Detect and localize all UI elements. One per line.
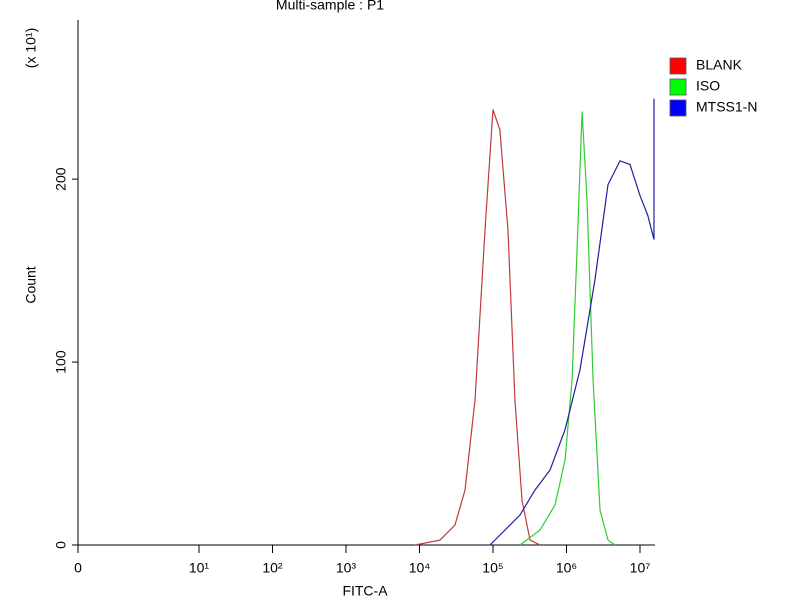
x-tick-label: 10¹ xyxy=(189,560,210,576)
x-tick-label: 10⁴ xyxy=(409,560,431,576)
legend-swatch xyxy=(669,99,687,117)
legend-label: MTSS1-N xyxy=(696,99,757,115)
y-tick-label: 200 xyxy=(53,167,69,191)
x-tick-label: 10² xyxy=(262,560,283,576)
legend-swatch xyxy=(669,78,687,96)
series-line xyxy=(519,111,616,546)
y-tick-label: 0 xyxy=(53,541,69,549)
series-line xyxy=(414,109,541,546)
x-tick-label: 10³ xyxy=(336,560,357,576)
y-tick-label: 100 xyxy=(53,350,69,374)
x-tick-label: 10⁶ xyxy=(556,560,577,576)
legend-label: BLANK xyxy=(696,57,743,73)
y-axis-label: Count xyxy=(23,266,39,303)
x-tick-label: 10⁵ xyxy=(482,560,503,576)
chart-title: Multi-sample : P1 xyxy=(276,0,384,13)
y-multiplier: (x 10¹) xyxy=(23,28,39,68)
legend-label: ISO xyxy=(696,78,720,94)
series-line xyxy=(489,98,655,546)
x-axis-label: FITC-A xyxy=(342,583,388,599)
x-tick-label: 0 xyxy=(74,560,82,576)
legend-swatch xyxy=(669,57,687,75)
x-tick-label: 10⁷ xyxy=(630,560,651,576)
